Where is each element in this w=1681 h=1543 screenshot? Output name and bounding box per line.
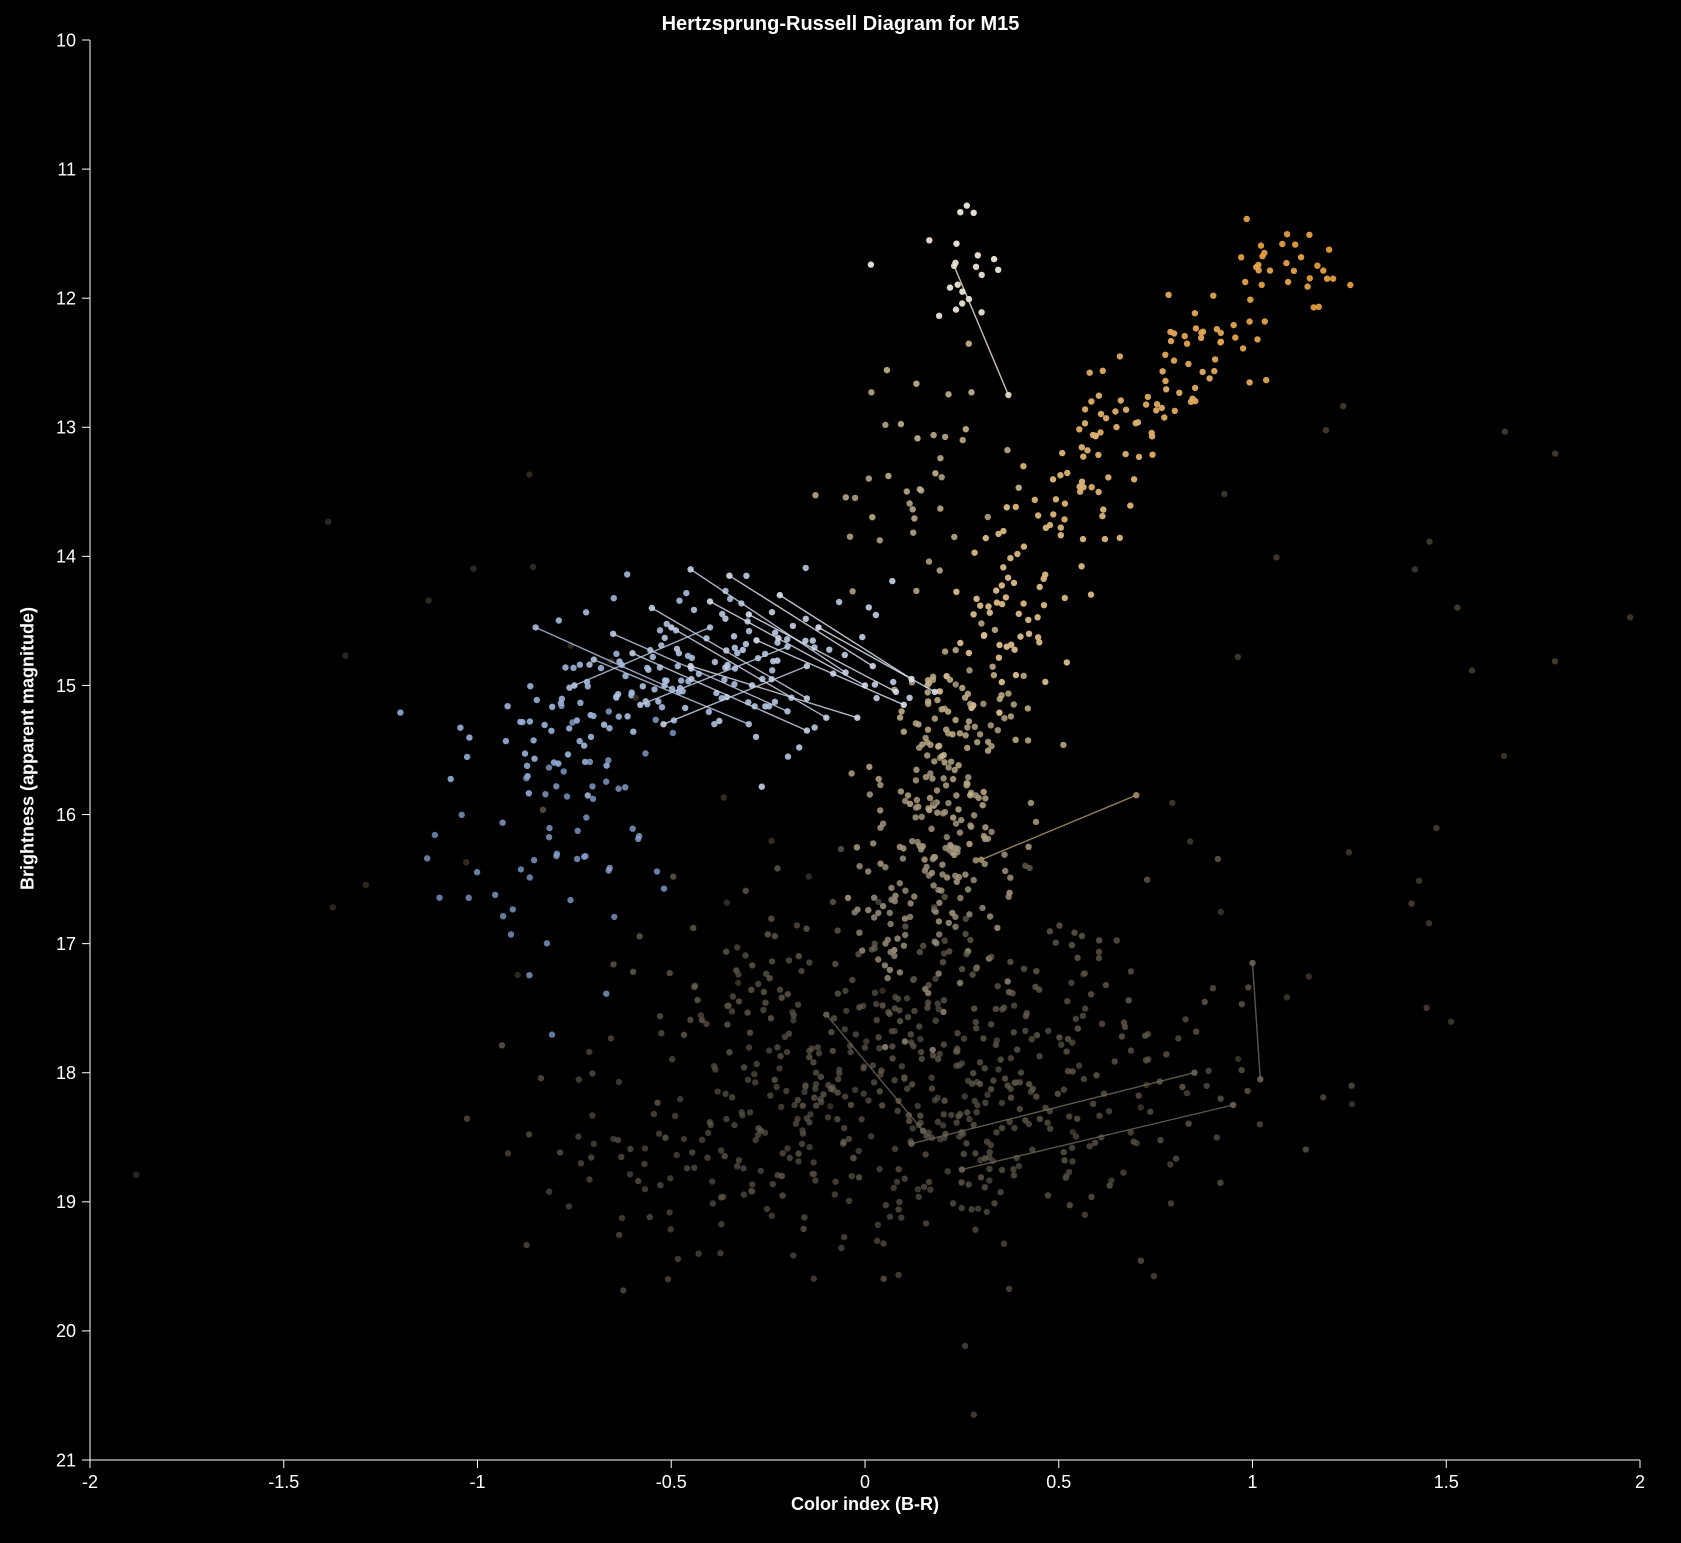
- x-tick-label: 1.5: [1434, 1472, 1459, 1492]
- y-tick-label: 20: [56, 1321, 76, 1341]
- y-tick-label: 11: [57, 159, 76, 179]
- x-tick-label: -1.5: [268, 1472, 299, 1492]
- hr-diagram-plot: -2 -1.5 -1 -0.5 0 0.5 1 1.5 2 10 11 12 13 14 15 16 17 18 1…: [0, 0, 1681, 1543]
- y-tick-label: 18: [56, 1063, 76, 1083]
- x-tick-label: -1: [469, 1472, 485, 1492]
- y-tick-label: 21: [56, 1450, 76, 1470]
- x-tick-label: -2: [82, 1472, 98, 1492]
- y-tick-label: 12: [56, 288, 76, 308]
- y-tick-label: 14: [56, 547, 76, 567]
- y-tick-label: 19: [56, 1192, 76, 1212]
- chart-container: Hertzsprung-Russell Diagram for M15 Colo…: [0, 0, 1681, 1543]
- x-tick-label: -0.5: [656, 1472, 687, 1492]
- scatter-points: [133, 202, 1633, 1418]
- x-tick-label: 0.5: [1046, 1472, 1071, 1492]
- x-tick-label: 1: [1247, 1472, 1257, 1492]
- y-tick-label: 17: [56, 934, 76, 954]
- y-tick-label: 13: [56, 418, 76, 438]
- y-tick-label: 10: [56, 30, 76, 50]
- y-tick-label: 15: [56, 676, 76, 696]
- x-tick-label: 2: [1635, 1472, 1645, 1492]
- y-tick-label: 16: [56, 805, 76, 825]
- x-tick-label: 0: [860, 1472, 870, 1492]
